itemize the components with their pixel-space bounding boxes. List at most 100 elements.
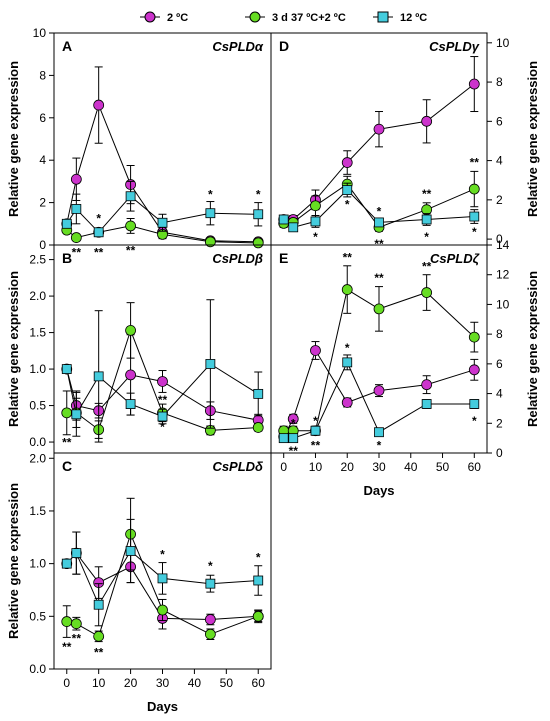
y-tick-label: 4 [496,154,503,168]
significance-mark: * [291,417,296,431]
data-point [341,284,353,295]
data-point [93,99,105,111]
data-point [341,397,353,408]
significance-mark: ** [374,237,384,251]
significance-mark: ** [72,246,82,260]
significance-mark: * [208,187,213,201]
x-tick-label: 40 [404,460,418,474]
x-tick-label: 10 [309,460,323,474]
series-1 [61,302,264,439]
significance-mark: * [208,559,213,573]
series-2 [278,354,480,444]
panel-letter: A [62,38,72,54]
gene-name: CsPLDζ [430,251,480,266]
y-tick-label: 10 [496,297,510,311]
data-point [204,614,216,625]
y-tick-label: 2.0 [29,289,46,303]
data-point [310,425,321,436]
significance-mark: ** [422,187,432,201]
significance-mark: * [160,420,165,434]
data-point [469,211,480,222]
significance-mark: * [377,205,382,219]
y-tick-label: 8 [39,68,46,82]
data-point [125,220,136,232]
data-point [125,546,136,556]
series-2 [61,518,264,627]
data-point [310,216,321,227]
data-point [252,610,264,622]
series-2 [61,180,264,238]
data-point [288,433,299,444]
y-tick-label: 2 [496,193,503,207]
panel-B: 0.0 0.5 1.0 1.5 2.0 2.5 Relative gene expressi… [6,244,272,454]
y-tick-label: 2.5 [29,253,46,267]
legend-marker-2c [144,11,156,23]
significance-mark: ** [470,155,480,169]
legend-label-12c: 12 ºC [400,12,427,24]
significance-mark: * [160,547,165,561]
data-point [373,123,385,135]
data-point [288,222,299,233]
gene-name: CsPLDβ [212,251,263,266]
y-tick-label: 6 [496,357,503,371]
legend-label-2c: 2 ºC [167,12,188,24]
x-tick-label: 10 [92,676,106,690]
data-point [468,331,480,343]
x-tick-label: 50 [436,460,450,474]
y-axis-label: Relative gene expression [6,61,21,217]
data-point [421,287,433,298]
x-axis-label: Days [363,483,394,498]
data-point [421,379,433,391]
data-point [341,157,353,168]
y-tick-label: 10 [33,26,47,40]
gene-name: CsPLDγ [429,39,480,54]
data-point [310,345,321,356]
gene-name: CsPLDα [212,39,264,54]
series-1 [278,265,480,437]
y-axis-label: Relative gene expression [6,483,21,639]
data-point [468,364,480,376]
data-point [278,433,289,444]
data-point [93,630,105,642]
y-tick-label: 6 [39,111,46,125]
data-point [61,364,72,374]
gene-name: CsPLDδ [212,459,263,474]
significance-mark: ** [289,444,299,458]
significance-mark: * [96,212,101,226]
data-point [468,183,480,195]
data-point [70,173,82,185]
y-tick-label: 0.5 [29,399,46,413]
data-point [469,399,480,409]
y-tick-label: 1.0 [29,362,46,376]
data-point [253,209,264,220]
panel-frame [53,32,272,246]
data-point [374,217,384,228]
data-point [157,411,168,422]
y-tick-label: 10 [496,36,510,50]
x-axis-label: Days [147,699,178,714]
data-point [253,575,264,586]
data-point [125,369,136,381]
legend-marker-12c [377,11,389,23]
significance-mark: ** [94,246,104,260]
data-point [157,217,168,228]
y-tick-label: 6 [496,114,503,128]
data-point [70,232,82,243]
x-tick-label: 40 [188,676,202,690]
significance-mark: ** [422,259,432,273]
data-point [278,214,289,225]
y-tick-label: 8 [496,327,503,341]
x-tick-label: 0 [280,460,287,474]
data-point [93,371,104,382]
y-tick-label: 4 [39,153,46,167]
data-point [125,399,136,410]
significance-mark: * [472,414,477,428]
y-tick-label: 1.5 [29,504,46,518]
legend-marker-heat [249,11,261,23]
series-2 [278,182,480,233]
significance-mark: ** [62,435,72,449]
data-point [125,191,136,202]
x-tick-label: 60 [252,676,266,690]
